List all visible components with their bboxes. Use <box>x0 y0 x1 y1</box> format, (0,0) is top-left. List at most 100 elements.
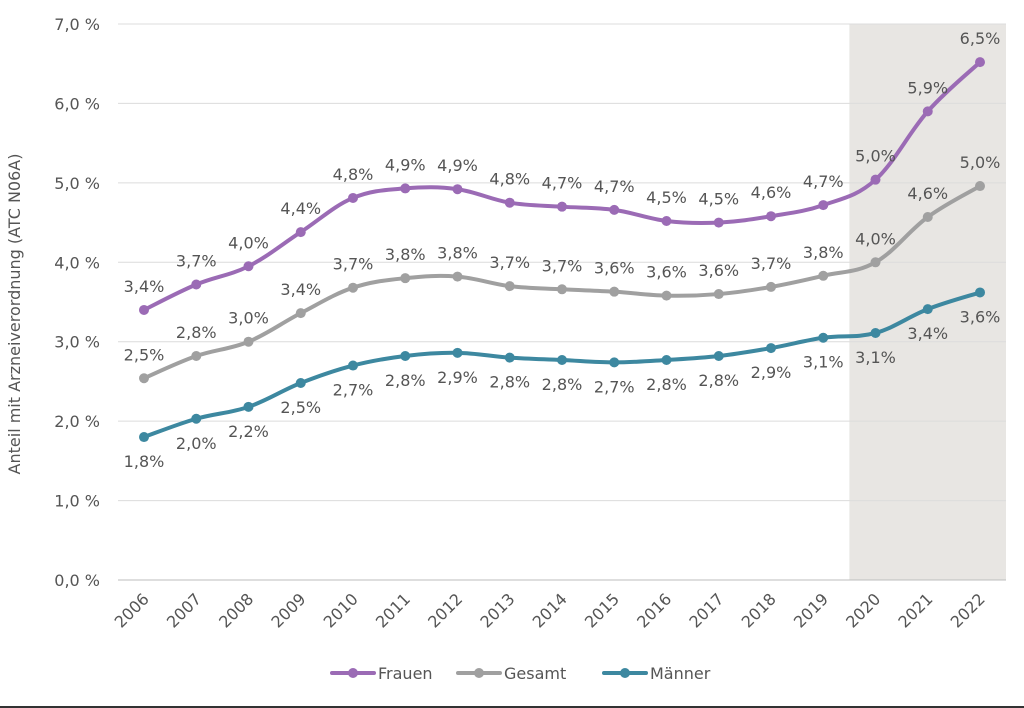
data-point <box>661 290 672 301</box>
data-label: 2,7% <box>594 377 635 396</box>
data-label: 2,5% <box>124 345 165 364</box>
y-tick-label: 1,0 % <box>54 492 100 511</box>
data-point <box>870 257 881 268</box>
x-tick-label: 2014 <box>529 589 571 631</box>
data-point <box>139 432 149 443</box>
data-point <box>452 184 463 195</box>
data-point <box>922 212 933 223</box>
data-point <box>818 270 829 281</box>
data-point <box>243 401 254 412</box>
data-label: 4,9% <box>385 155 426 174</box>
x-tick-label: 2013 <box>476 589 518 631</box>
data-point <box>713 351 724 362</box>
legend-swatch-marker <box>620 668 630 678</box>
data-point <box>348 282 358 293</box>
data-point <box>609 357 620 368</box>
data-point <box>504 281 515 292</box>
legend: Frauen Gesamt Männer <box>330 664 711 683</box>
data-label: 2,8% <box>698 371 739 390</box>
data-point <box>295 378 306 389</box>
data-label: 2,8% <box>646 375 687 394</box>
data-label: 4,8% <box>333 165 374 184</box>
y-axis-label: Anteil mit Arzneiverordnung (ATC N06A) <box>5 154 24 475</box>
data-point <box>191 413 202 424</box>
data-point <box>713 289 724 300</box>
data-label: 4,6% <box>751 183 792 202</box>
data-point <box>713 217 724 228</box>
data-label: 6,5% <box>960 29 1001 48</box>
x-axis-ticks: 2006 2007 2008 2009 2010 2011 2012 2013 2014 2015… <box>111 589 989 631</box>
data-label: 3,1% <box>855 348 896 367</box>
data-label: 4,0% <box>855 229 896 248</box>
data-label: 3,7% <box>542 256 583 275</box>
data-label: 4,8% <box>489 170 530 189</box>
legend-label: Frauen <box>378 664 433 683</box>
data-label: 4,7% <box>594 177 635 196</box>
data-label: 3,8% <box>385 245 426 264</box>
x-tick-label: 2017 <box>685 589 727 631</box>
data-point <box>922 106 933 117</box>
y-tick-label: 3,0 % <box>54 333 100 352</box>
data-label: 2,2% <box>228 422 269 441</box>
data-label: 3,6% <box>646 263 687 282</box>
legend-item-gesamt: Gesamt <box>456 664 566 683</box>
data-point <box>870 174 881 185</box>
data-point <box>609 286 620 297</box>
data-point <box>975 57 985 68</box>
data-label: 4,9% <box>437 156 478 175</box>
data-point <box>766 343 776 354</box>
data-label: 3,4% <box>907 324 948 343</box>
data-label: 3,4% <box>280 280 321 299</box>
x-tick-label: 2022 <box>947 589 989 631</box>
x-tick-label: 2020 <box>842 589 884 631</box>
data-point <box>400 351 411 362</box>
data-point <box>818 332 829 343</box>
data-label: 3,8% <box>803 243 844 262</box>
data-label: 4,7% <box>542 174 583 193</box>
data-point <box>975 181 985 192</box>
grid-lines <box>118 23 1006 581</box>
data-label: 4,6% <box>907 184 948 203</box>
forecast-highlight-band <box>849 24 1006 580</box>
data-point <box>661 215 672 226</box>
data-point <box>191 351 202 362</box>
data-point <box>818 200 829 211</box>
legend-item-männer: Männer <box>602 664 711 683</box>
x-tick-label: 2019 <box>790 589 832 631</box>
data-label: 5,9% <box>907 78 948 97</box>
data-label: 3,7% <box>751 254 792 273</box>
data-point <box>243 261 254 272</box>
data-label: 3,1% <box>803 353 844 372</box>
data-label: 2,7% <box>333 381 374 400</box>
x-tick-label: 2007 <box>163 589 205 631</box>
data-label: 2,8% <box>542 375 583 394</box>
data-point <box>295 308 306 319</box>
y-axis-ticks: 0,0 % 1,0 % 2,0 % 3,0 % 4,0 % 5,0 % 6,0 % 7,0 % <box>54 15 100 590</box>
data-label: 2,8% <box>385 371 426 390</box>
legend-label: Männer <box>650 664 711 683</box>
series-gesamt: 2,5% 2,8% 3,0% 3,4% 3,7% 3,8% 3,8% 3,7% 3,7% 3,6%… <box>124 153 1000 384</box>
data-label: 2,9% <box>437 368 478 387</box>
series-männer: 1,8% 2,0% 2,2% 2,5% 2,7% 2,8% 2,9% 2,8% 2,8% 2,7%… <box>124 287 1001 471</box>
data-point <box>400 183 411 194</box>
x-tick-label: 2016 <box>633 589 675 631</box>
data-point <box>400 273 411 284</box>
x-tick-label: 2009 <box>267 589 309 631</box>
legend-swatch-marker <box>348 668 358 678</box>
data-point <box>766 211 776 222</box>
data-label: 4,0% <box>228 233 269 252</box>
legend-item-frauen: Frauen <box>330 664 433 683</box>
data-label: 3,7% <box>489 253 530 272</box>
data-label: 1,8% <box>124 452 165 471</box>
data-label: 3,0% <box>228 309 269 328</box>
data-label: 4,5% <box>646 188 687 207</box>
data-point <box>870 327 881 338</box>
data-point <box>557 284 567 295</box>
data-point <box>243 336 254 347</box>
data-point <box>609 204 620 215</box>
legend-swatch-marker <box>474 668 484 678</box>
y-tick-label: 5,0 % <box>54 174 100 193</box>
data-label: 4,4% <box>280 199 321 218</box>
x-tick-label: 2006 <box>111 589 153 631</box>
data-label: 3,6% <box>960 307 1001 326</box>
